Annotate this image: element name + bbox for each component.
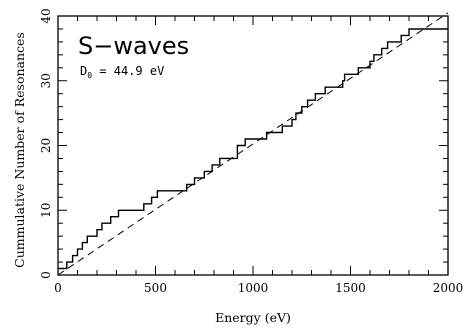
x-tick-label: 2000: [433, 281, 464, 295]
y-tick-label: 10: [39, 203, 53, 218]
linear-fit-dashed-line: [57, 12, 449, 276]
x-tick-label: 0: [54, 281, 62, 295]
y-tick-label: 30: [39, 73, 53, 88]
plot-area: [57, 12, 449, 276]
y-axis-title: Cummulative Number of Resonances: [12, 32, 27, 268]
y-tick-label: 20: [39, 138, 53, 153]
x-tick-label: 1000: [238, 281, 269, 295]
axes: 0 500 1000 1500 2000 0 10 20 30 40: [39, 8, 463, 295]
panel-title: S−waves: [78, 32, 189, 60]
x-axis-title: Energy (eV): [215, 310, 291, 325]
cumulative-staircase-line: [58, 28, 448, 270]
annotation-d-label: D: [80, 64, 87, 78]
x-tick-label: 1500: [335, 281, 366, 295]
x-tick-label: 500: [144, 281, 167, 295]
annotation-d-subscript: 0: [87, 71, 92, 80]
annotation-d0: D0 = 44.9 eV: [80, 64, 164, 80]
y-tick-label: 0: [39, 271, 53, 279]
annotation-d-value: = 44.9 eV: [92, 64, 164, 78]
y-tick-label: 40: [39, 8, 53, 23]
